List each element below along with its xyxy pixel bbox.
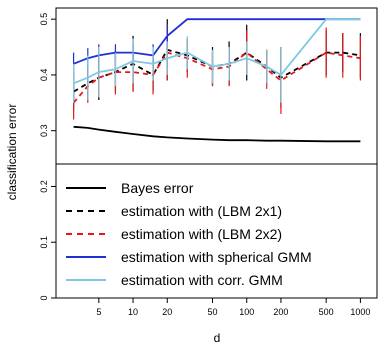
y-tick-label: 0.3 [39,124,49,137]
series-line [73,18,361,65]
legend-label: estimation with (LBM 2x1) [121,203,282,219]
x-tick-label: 500 [319,307,334,317]
x-tick-label: 20 [162,307,172,317]
y-tick-label: 0.1 [39,236,49,249]
series-line [73,125,361,143]
series-1 [73,125,361,143]
x-tick-label: 50 [207,307,217,317]
y-tick-label: 0 [39,295,49,300]
x-tick-label: 100 [239,307,254,317]
x-tick-label: 200 [273,307,288,317]
legend: Bayes error estimation with (LBM 2x1) esti… [56,163,377,288]
legend-label: estimation with spherical GMM [121,249,312,265]
series-line [72,51,361,104]
x-tick-label: 1000 [350,307,370,317]
legend-label: estimation with (LBM 2x2) [121,226,282,242]
x-tick-label: 5 [96,307,101,317]
x-axis: 5 10 20 50 100 200 500 1000 [96,298,370,317]
legend-label: estimation with corr. GMM [121,272,283,288]
y-tick-label: 0.4 [39,69,49,82]
y-axis-label: classification error [5,104,19,201]
series-line [73,48,361,93]
legend-label: Bayes error [121,180,194,196]
x-tick-label: 10 [128,307,138,317]
y-axis: 0 0.1 0.2 0.3 0.4 0.5 [39,13,56,301]
series-5 [73,18,361,103]
y-tick-label: 0.5 [39,13,49,26]
x-axis-label: d [214,331,221,345]
plot-frame [55,7,378,299]
series-3 [72,24,361,120]
y-tick-label: 0.2 [39,180,49,193]
series-layer [72,18,361,143]
series-line [73,18,361,85]
